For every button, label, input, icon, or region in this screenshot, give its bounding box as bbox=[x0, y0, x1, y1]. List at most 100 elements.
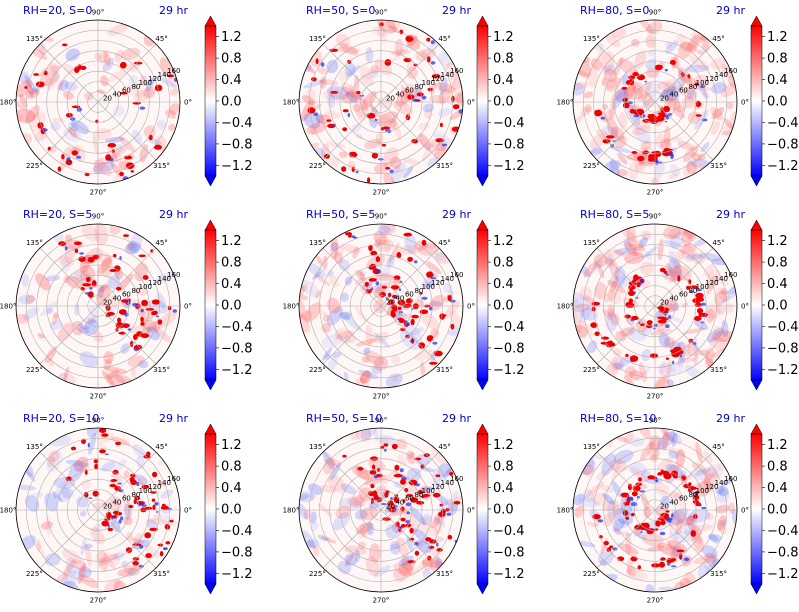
angle-tick-label: 180° bbox=[0, 99, 16, 107]
radial-tick-label: 80 bbox=[131, 491, 140, 499]
texture-blob bbox=[596, 470, 606, 481]
convective-cell bbox=[370, 250, 378, 256]
downdraft-cell bbox=[671, 513, 674, 518]
colorbar-tick-label: −0.8 bbox=[493, 137, 525, 152]
texture-blob bbox=[630, 122, 652, 131]
texture-blob bbox=[634, 240, 644, 251]
convective-cell bbox=[409, 497, 419, 503]
texture-blob bbox=[641, 97, 653, 110]
texture-blob bbox=[98, 285, 105, 299]
convective-cell bbox=[152, 310, 158, 316]
convective-cell bbox=[140, 333, 150, 339]
texture-blob bbox=[127, 240, 139, 254]
panel-title-right: 29 hr bbox=[159, 4, 188, 17]
texture-blob bbox=[300, 310, 313, 321]
texture-blob bbox=[584, 59, 600, 73]
texture-blob bbox=[160, 57, 174, 78]
texture-blob bbox=[682, 327, 706, 335]
texture-blob bbox=[594, 282, 607, 300]
texture-blob bbox=[319, 79, 339, 86]
radial-tick-label: 40 bbox=[395, 295, 404, 303]
convective-cell bbox=[607, 342, 616, 347]
texture-blob bbox=[430, 328, 440, 339]
texture-blob bbox=[25, 105, 40, 124]
radial-tick-label: 20 bbox=[660, 95, 669, 103]
texture-blob bbox=[664, 40, 673, 49]
texture-blob bbox=[123, 470, 130, 479]
texture-blob bbox=[65, 48, 80, 62]
texture-blob bbox=[354, 75, 360, 94]
texture-blob bbox=[84, 543, 93, 549]
convective-cell bbox=[84, 172, 90, 177]
angular-grid-line bbox=[322, 451, 382, 511]
convective-cell bbox=[375, 256, 381, 263]
convective-cell bbox=[149, 527, 159, 532]
texture-blob bbox=[710, 57, 726, 70]
texture-blob bbox=[300, 530, 315, 548]
texture-blob bbox=[113, 105, 125, 117]
texture-blob bbox=[449, 501, 458, 515]
texture-blob bbox=[92, 128, 112, 141]
convective-cell bbox=[116, 286, 122, 291]
texture-blob bbox=[16, 108, 36, 123]
texture-blob bbox=[51, 69, 60, 82]
texture-blob bbox=[679, 243, 697, 255]
texture-blob bbox=[668, 450, 679, 459]
convective-cell bbox=[622, 98, 629, 102]
downdraft-cell bbox=[87, 442, 90, 448]
downdraft-cell bbox=[413, 541, 419, 546]
downdraft-cell bbox=[430, 40, 435, 45]
texture-blob bbox=[668, 173, 678, 180]
convective-cell bbox=[115, 441, 122, 446]
texture-blob bbox=[301, 95, 317, 106]
convective-cell bbox=[326, 119, 332, 122]
convective-cell bbox=[426, 335, 434, 342]
texture-blob bbox=[438, 107, 452, 118]
downdraft-cell bbox=[421, 95, 427, 100]
texture-blob bbox=[607, 279, 626, 294]
texture-blob bbox=[390, 355, 401, 365]
texture-blob bbox=[660, 138, 672, 151]
texture-blob bbox=[317, 67, 328, 75]
radial-tick-label: 60 bbox=[122, 291, 131, 299]
texture-blob bbox=[588, 67, 598, 88]
texture-blob bbox=[681, 244, 696, 262]
colorbar-tick-label: −1.2 bbox=[493, 159, 525, 174]
texture-blob bbox=[390, 543, 401, 555]
texture-blob bbox=[392, 118, 402, 141]
texture-blob bbox=[659, 360, 666, 376]
downdraft-cell bbox=[631, 502, 638, 507]
convective-cell bbox=[417, 490, 423, 495]
texture-blob bbox=[340, 311, 352, 321]
texture-blob bbox=[343, 371, 349, 380]
colorbar-tick-label: −0.8 bbox=[221, 545, 253, 560]
texture-blob bbox=[145, 544, 159, 559]
angular-grid-line bbox=[380, 247, 440, 307]
colorbar-tick-label: 0.4 bbox=[493, 277, 514, 292]
texture-blob bbox=[434, 516, 441, 524]
texture-blob bbox=[327, 270, 335, 277]
colorbar-tick-label: −1.2 bbox=[767, 159, 799, 174]
texture-blob bbox=[349, 84, 362, 102]
downdraft-cell bbox=[665, 273, 669, 277]
texture-blob bbox=[686, 34, 702, 52]
colorbar-tick-label: −0.4 bbox=[493, 320, 525, 335]
convective-cell bbox=[87, 291, 94, 299]
colorbar-tick-label: −1.2 bbox=[493, 567, 525, 582]
radial-tick-label: 40 bbox=[669, 295, 678, 303]
texture-blob bbox=[718, 486, 729, 497]
convective-cell bbox=[660, 514, 665, 519]
convective-cell bbox=[695, 114, 702, 117]
texture-blob bbox=[597, 550, 615, 566]
texture-blob bbox=[669, 232, 684, 250]
angle-tick-label: 270° bbox=[90, 597, 107, 605]
angular-grid-line bbox=[596, 305, 656, 365]
radial-tick-label: 160 bbox=[450, 271, 463, 279]
angular-grid-line bbox=[596, 509, 656, 569]
convective-cell bbox=[426, 271, 434, 278]
texture-blob bbox=[315, 114, 325, 124]
texture-blob bbox=[578, 318, 594, 336]
texture-blob bbox=[573, 493, 586, 506]
downdraft-cell bbox=[432, 341, 438, 345]
convective-cell bbox=[151, 299, 161, 305]
